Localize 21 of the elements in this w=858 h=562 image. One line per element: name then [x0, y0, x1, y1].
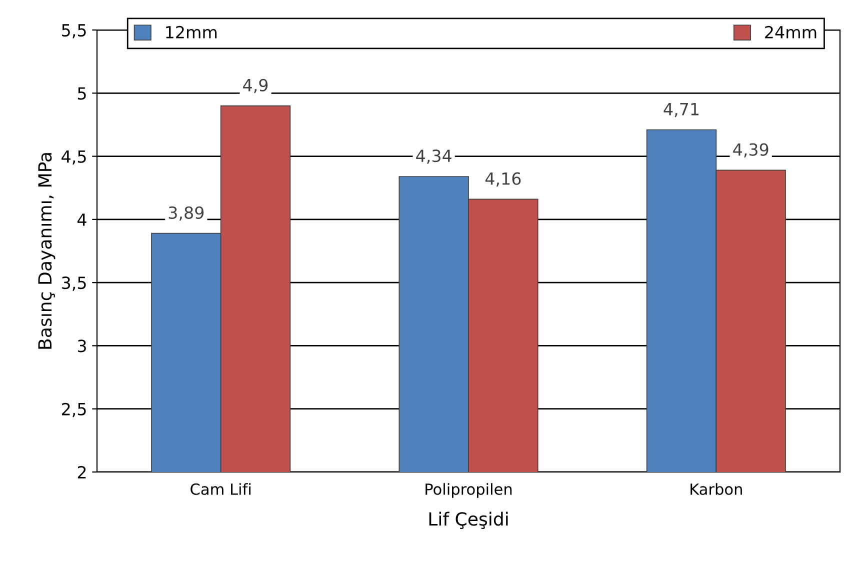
legend-label: 12mm	[166, 26, 217, 38]
data-label: 4,71	[664, 103, 699, 118]
data-label: 4,16	[485, 172, 521, 187]
data-label: 3,89	[168, 206, 204, 221]
data-label: 4,34	[416, 150, 452, 164]
y-tick-label: 3,5	[62, 276, 86, 291]
y-tick-label: 5	[78, 87, 86, 100]
y-tick-label: 2,5	[62, 402, 86, 418]
y-tick-label: 5,5	[62, 24, 86, 38]
y-tick-label: 2	[78, 466, 86, 478]
x-tick-label: Polipropilen	[426, 483, 512, 498]
y-tick-label: 4	[77, 214, 86, 226]
y-tick-label: 3	[78, 340, 86, 352]
x-axis-title: Lif Çeşidi	[429, 512, 508, 529]
x-tick-label: Cam Lifi	[190, 483, 250, 495]
y-axis-title: Basınç Dayanımı, MPa	[38, 153, 56, 349]
legend-label: 24mm	[765, 26, 816, 38]
y-tick-label: 4,5	[62, 150, 86, 165]
x-tick-label: Karbon	[690, 483, 742, 495]
data-label: 4,39	[733, 143, 768, 158]
data-label: 4,9	[243, 78, 268, 94]
